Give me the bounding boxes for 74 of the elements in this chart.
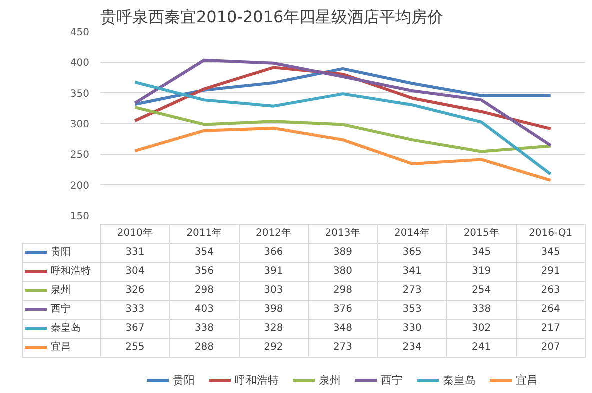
text: 贵阳 — [173, 374, 195, 387]
text: 呼和浩特 — [235, 374, 279, 387]
data-label: 217 — [516, 320, 586, 338]
data-label: 365 — [378, 244, 447, 262]
data-label: 367 — [100, 320, 170, 338]
x-tick-label: 2015年 — [446, 224, 516, 244]
data-label: 273 — [308, 338, 378, 358]
data-label: 348 — [308, 320, 378, 338]
data-label: 356 — [170, 262, 240, 282]
data-label: 380 — [308, 262, 378, 282]
data-label: 330 — [378, 320, 447, 338]
y-tick-label: 350 — [70, 88, 90, 100]
data-label: 255 — [100, 338, 170, 358]
data-label: 319 — [446, 262, 516, 282]
legend-label: 宜昌 — [22, 338, 100, 358]
y-tick-label: 450 — [70, 28, 90, 38]
data-label: 263 — [516, 282, 586, 300]
text: 西宁 — [381, 374, 403, 387]
line-series — [134, 58, 552, 148]
x-tick-label: 2014年 — [378, 224, 447, 244]
data-label: 345 — [516, 244, 586, 262]
data-label: 333 — [100, 300, 170, 320]
x-tick-label: 2011年 — [170, 224, 240, 244]
data-label: 338 — [446, 300, 516, 320]
data-label: 389 — [308, 244, 378, 262]
data-label: 241 — [446, 338, 516, 358]
data-label: 353 — [378, 300, 447, 320]
data-label: 273 — [378, 282, 447, 300]
data-label: 326 — [100, 282, 170, 300]
legend-label: 呼和浩特 — [22, 262, 100, 282]
data-label: 234 — [378, 338, 447, 358]
data-label: 328 — [239, 320, 308, 338]
text: 秦皇岛 — [443, 374, 476, 387]
y-tick-label: 300 — [70, 120, 90, 130]
data-label: 403 — [170, 300, 240, 320]
line-series — [134, 126, 552, 182]
y-tick-label: 400 — [70, 58, 90, 70]
data-label: 366 — [239, 244, 308, 262]
data-label: 304 — [100, 262, 170, 282]
line-series — [134, 67, 552, 106]
y-tick-label: 200 — [70, 180, 90, 192]
chart-title: 贵呼泉西秦宜2010-2016年四星级酒店平均房价 — [100, 8, 444, 26]
data-label: 391 — [239, 262, 308, 282]
text: 泉州 — [319, 374, 341, 387]
data-label: 338 — [170, 320, 240, 338]
data-label: 302 — [446, 320, 516, 338]
x-tick-label: 2016-Q1 — [516, 224, 586, 244]
data-label: 345 — [446, 244, 516, 262]
data-label: 303 — [239, 282, 308, 300]
data-label: 398 — [239, 300, 308, 320]
line-series — [134, 106, 552, 154]
legend-label: 贵阳 — [22, 244, 100, 262]
data-label: 298 — [170, 282, 240, 300]
line-series — [134, 80, 552, 176]
data-label: 288 — [170, 338, 240, 358]
data-label: 254 — [446, 282, 516, 300]
legend-label: 西宁 — [22, 300, 100, 320]
x-tick-label: 2012年 — [239, 224, 308, 244]
data-label: 331 — [100, 244, 170, 262]
legend-label: 泉州 — [22, 282, 100, 300]
data-label: 264 — [516, 300, 586, 320]
x-tick-label: 2013年 — [308, 224, 378, 244]
x-tick-label: 2010年 — [100, 224, 170, 244]
data-label: 291 — [516, 262, 586, 282]
data-label: 376 — [308, 300, 378, 320]
y-tick-label: 250 — [70, 150, 90, 162]
legend-label: 秦皇岛 — [22, 320, 100, 338]
data-label: 341 — [378, 262, 447, 282]
data-label: 354 — [170, 244, 240, 262]
y-tick-label: 150 — [70, 212, 90, 222]
data-label: 207 — [516, 338, 586, 358]
data-label: 298 — [308, 282, 378, 300]
data-label: 292 — [239, 338, 308, 358]
text: 宜昌 — [516, 374, 538, 387]
